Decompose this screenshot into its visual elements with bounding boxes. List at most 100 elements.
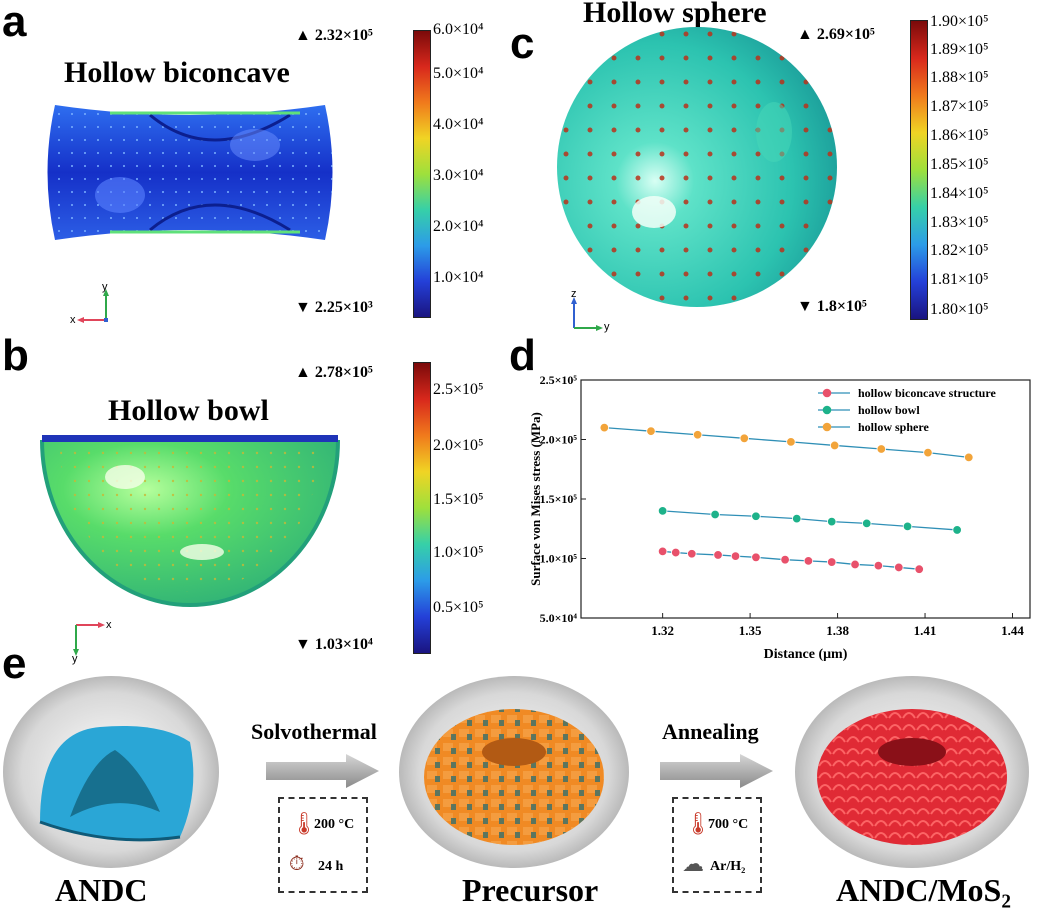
data-point — [657, 506, 668, 516]
legend-marker — [822, 388, 832, 398]
panel-c-title: Hollow sphere — [583, 0, 767, 29]
colorbar-a-tick: 3.0×10⁴ — [433, 167, 484, 184]
colorbar-c-tick: 1.86×10⁵ — [930, 127, 989, 144]
y-tick-label: 5.0×10⁴ — [540, 611, 578, 625]
colorbar-c-ticks: 1.90×10⁵ 1.89×10⁵ 1.88×10⁵ 1.87×10⁵ 1.86… — [930, 14, 1030, 318]
data-point — [914, 564, 924, 574]
sphere-render — [557, 27, 837, 307]
min-marker-a: ▼ 2.25×10³ — [295, 299, 373, 316]
data-point — [780, 554, 790, 565]
stage-andc-label: ANDC — [55, 872, 148, 908]
y-tick-label: 1.0×10⁵ — [540, 552, 578, 566]
legend-marker — [822, 405, 832, 415]
y-tick-label: 2.0×10⁵ — [540, 433, 578, 447]
panel-a-label: a — [2, 0, 27, 46]
data-point — [827, 516, 837, 527]
step1-arrow — [266, 754, 379, 788]
panel-b-label: b — [2, 331, 29, 380]
colorbar-c-tick: 1.81×10⁵ — [930, 271, 989, 288]
step2-gas: Ar/H₂ — [710, 859, 746, 874]
y-tick-label: 2.5×10⁵ — [540, 373, 578, 387]
clock-icon: ⏱ — [289, 853, 305, 875]
panel-a-title: Hollow biconcave — [64, 56, 290, 89]
colorbar-b-tick: 1.0×10⁵ — [433, 544, 484, 561]
data-point — [827, 557, 837, 567]
x-tick-label: 1.32 — [651, 623, 674, 638]
min-marker-c: ▼ 1.8×10⁵ — [797, 298, 867, 315]
max-value-b: 2.78×10⁵ — [314, 364, 373, 381]
data-point — [876, 444, 887, 454]
colorbar-a-tick: 5.0×10⁴ — [433, 65, 484, 82]
colorbar-a-tick: 2.0×10⁴ — [433, 218, 484, 235]
data-point — [751, 552, 761, 563]
max-marker-a: ▲ 2.32×10⁵ — [295, 27, 373, 44]
data-point — [792, 513, 802, 524]
axis-triad-b — [73, 622, 105, 656]
colorbar-b-tick: 1.5×10⁵ — [433, 491, 484, 508]
axis-a-h-label: x — [70, 314, 76, 326]
min-value-a: 2.25×10³ — [314, 299, 373, 316]
data-point — [803, 556, 814, 566]
precursor-illustration — [399, 676, 629, 868]
data-point — [902, 521, 913, 532]
colorbar-b-tick: 0.5×10⁵ — [433, 599, 484, 616]
colorbar-c-tick: 1.89×10⁵ — [930, 41, 989, 58]
colorbar-c-tick: 1.83×10⁵ — [930, 214, 989, 231]
stress-distance-chart: 5.0×10⁴ 1.0×10⁵ 1.5×10⁵ 2.0×10⁵ 2.5×10⁵ 1.32 1… — [528, 373, 1031, 662]
min-value-c: 1.8×10⁵ — [816, 298, 867, 315]
data-point — [713, 550, 723, 560]
data-point — [710, 509, 720, 520]
colorbar-b-tick: 2.5×10⁵ — [433, 381, 484, 398]
data-point — [786, 437, 796, 447]
y-axis-label: Surface von Mises stress (MPa) — [528, 412, 543, 586]
thermometer-icon: 🌡 — [684, 811, 712, 836]
max-value-c: 2.69×10⁵ — [816, 26, 875, 43]
x-tick-label: 1.41 — [914, 623, 937, 638]
andc-illustration — [3, 676, 219, 868]
colorbar-c-tick: 1.84×10⁵ — [930, 185, 989, 202]
data-point — [599, 422, 610, 433]
colorbar-c-tick: 1.90×10⁵ — [930, 13, 989, 30]
min-value-b: 1.03×10⁴ — [314, 636, 373, 653]
step1-temperature: 200 °C — [314, 817, 355, 832]
max-value-a: 2.32×10⁵ — [314, 27, 373, 44]
biconcave-render — [47, 105, 333, 240]
min-marker-b: ▼ 1.03×10⁴ — [295, 636, 373, 653]
data-point — [829, 440, 840, 451]
data-point — [657, 546, 668, 557]
data-point — [850, 559, 860, 570]
gas-cloud-icon: ☁ — [682, 851, 704, 876]
stage-andc-mos2-label: ANDC/MoS₂ — [836, 872, 1011, 908]
colorbar-a-tick: 1.0×10⁴ — [433, 269, 484, 286]
panel-e-label: e — [2, 639, 27, 688]
plot-frame — [580, 379, 1031, 619]
panel-d-label: d — [509, 331, 536, 380]
panel-c-label: c — [510, 19, 535, 68]
axis-c-v-label: z — [571, 288, 577, 300]
data-point — [952, 525, 962, 535]
colorbar-a-tick: 4.0×10⁴ — [433, 116, 484, 133]
colorbar-c-tick: 1.88×10⁵ — [930, 69, 989, 86]
legend-marker — [822, 422, 832, 432]
data-point — [692, 430, 703, 440]
data-point — [646, 426, 656, 436]
x-tick-label: 1.35 — [739, 623, 762, 638]
colorbar-b-tick: 2.0×10⁵ — [433, 437, 484, 454]
data-point — [751, 511, 761, 521]
step1-time: 24 h — [318, 859, 344, 874]
stage-precursor-label: Precursor — [462, 872, 599, 908]
colorbar-a-tick: 6.0×10⁴ — [433, 21, 484, 38]
thermometer-icon: 🌡 — [290, 811, 318, 836]
colorbar-c — [910, 20, 928, 320]
series-line — [662, 510, 958, 531]
step-solvothermal-label: Solvothermal — [251, 719, 377, 744]
step1-conditions-box: 🌡 200 °C ⏱ 24 h — [278, 797, 368, 893]
x-tick-label: 1.38 — [826, 623, 849, 638]
data-point — [730, 551, 741, 561]
colorbar-c-tick: 1.87×10⁵ — [930, 98, 989, 115]
colorbar-a-ticks: 6.0×10⁴ 5.0×10⁴ 4.0×10⁴ 3.0×10⁴ 2.0×10⁴ … — [433, 22, 513, 316]
legend-label: hollow biconcave structure — [858, 386, 996, 400]
axis-b-v-label: y — [72, 653, 78, 665]
data-point — [862, 518, 872, 529]
colorbar-a — [413, 30, 431, 318]
